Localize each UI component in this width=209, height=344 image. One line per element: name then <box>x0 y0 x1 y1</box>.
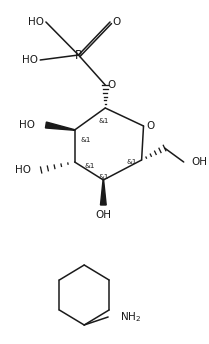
Text: HO: HO <box>28 17 44 27</box>
Text: O: O <box>146 121 154 131</box>
Polygon shape <box>45 122 75 130</box>
Text: HO: HO <box>22 55 38 65</box>
Text: &1: &1 <box>81 137 91 143</box>
Text: HO: HO <box>15 165 31 175</box>
Polygon shape <box>101 180 106 205</box>
Text: &1: &1 <box>98 118 108 124</box>
Text: NH$_2$: NH$_2$ <box>120 310 141 324</box>
Text: HO: HO <box>19 120 35 130</box>
Text: &1: &1 <box>98 174 108 180</box>
Text: O: O <box>113 17 121 27</box>
Text: &1: &1 <box>85 163 95 169</box>
Text: OH: OH <box>95 210 111 220</box>
Text: OH: OH <box>191 157 207 167</box>
Text: P: P <box>75 49 82 62</box>
Text: &1: &1 <box>127 159 137 165</box>
Text: O: O <box>108 80 116 90</box>
